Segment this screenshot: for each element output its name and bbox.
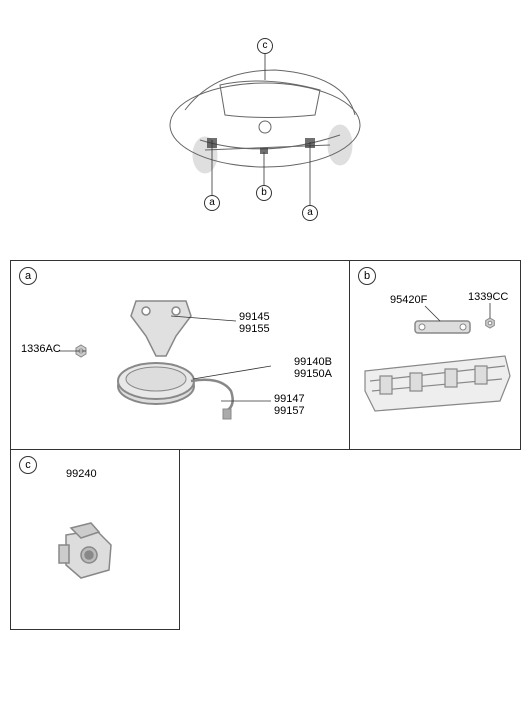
callout-a2-label: a (302, 205, 318, 221)
label-99240: 99240 (66, 468, 97, 480)
panels-grid: a (10, 260, 521, 630)
label-99145: 99145 (239, 311, 270, 323)
label-99150a: 99150A (294, 368, 332, 380)
callout-b-label: b (256, 185, 272, 201)
panel-c: c 99240 (10, 450, 180, 630)
panel-b-svg (350, 261, 521, 451)
callout-b: b (256, 182, 272, 201)
panel-a: a (10, 260, 350, 450)
label-95420f: 95420F (390, 294, 427, 306)
panel-row-1: a (10, 260, 521, 450)
main-vehicle-illustration: c a b a (145, 20, 385, 220)
label-99157: 99157 (274, 405, 305, 417)
panel-b: b (350, 260, 521, 450)
label-99140b: 99140B (294, 356, 332, 368)
callout-a1-label: a (204, 195, 220, 211)
label-99147: 99147 (274, 393, 305, 405)
callout-c: c (257, 35, 273, 54)
callout-a2: a (302, 202, 318, 221)
label-1339cc: 1339CC (468, 291, 508, 303)
panel-row-2: c 99240 (10, 450, 521, 630)
callout-c-label: c (257, 38, 273, 54)
label-1336ac: 1336AC (21, 343, 61, 355)
label-99155: 99155 (239, 323, 270, 335)
callout-a1: a (204, 192, 220, 211)
